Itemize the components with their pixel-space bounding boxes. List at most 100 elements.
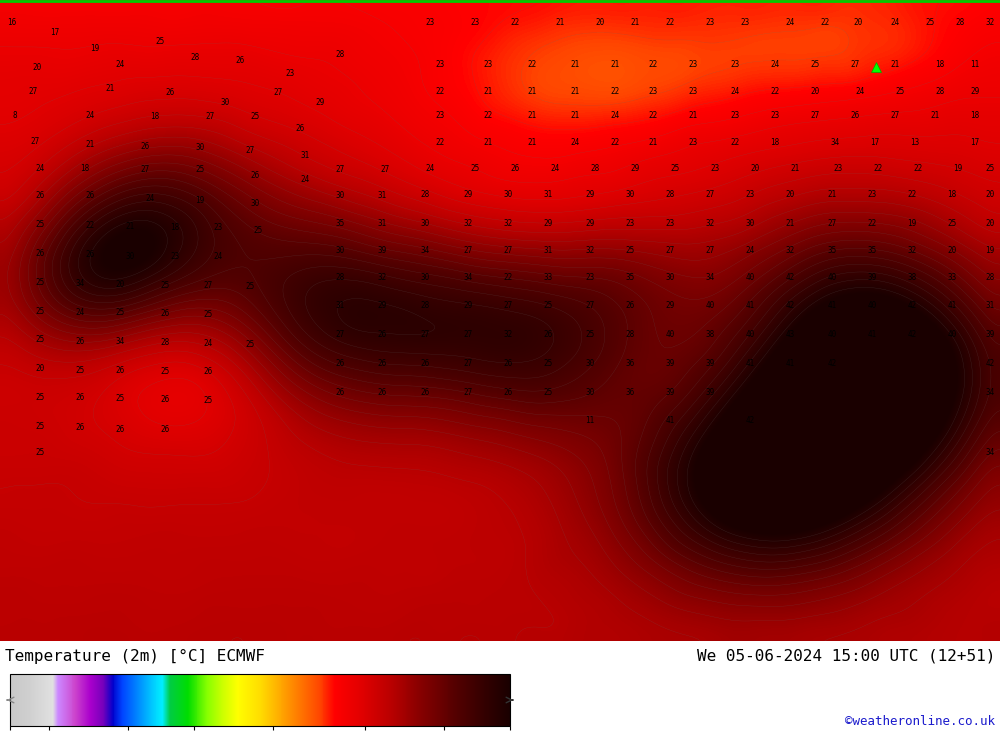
Text: 19: 19 [195, 196, 205, 205]
Text: 29: 29 [585, 190, 595, 199]
Text: 25: 25 [160, 366, 170, 376]
Text: 35: 35 [625, 273, 635, 282]
Text: 26: 26 [295, 124, 305, 133]
Text: 18: 18 [770, 138, 780, 147]
Text: 42: 42 [985, 359, 995, 368]
Text: 42: 42 [745, 416, 755, 424]
Text: 25: 25 [245, 340, 255, 349]
Text: 34: 34 [115, 337, 125, 347]
Text: Temperature (2m) [°C] ECMWF: Temperature (2m) [°C] ECMWF [5, 649, 265, 663]
Text: 43: 43 [785, 331, 795, 339]
Text: 25: 25 [35, 306, 45, 316]
Text: 25: 25 [35, 220, 45, 229]
Text: 41: 41 [745, 359, 755, 368]
Text: 26: 26 [250, 172, 260, 180]
Text: 22: 22 [527, 59, 537, 69]
Text: 24: 24 [770, 59, 780, 69]
Text: 22: 22 [610, 86, 620, 95]
Text: 39: 39 [985, 331, 995, 339]
Text: 29: 29 [630, 163, 640, 172]
Text: 42: 42 [827, 359, 837, 368]
Text: 17: 17 [870, 138, 880, 147]
Text: 21: 21 [483, 86, 493, 95]
Text: 21: 21 [688, 111, 698, 120]
Text: 26: 26 [420, 388, 430, 397]
Text: 30: 30 [503, 190, 513, 199]
Text: 21: 21 [555, 18, 565, 27]
Text: 24: 24 [610, 111, 620, 120]
Text: 31: 31 [377, 218, 387, 228]
Text: 20: 20 [985, 218, 995, 228]
Text: 27: 27 [463, 359, 473, 368]
Text: 27: 27 [203, 281, 213, 290]
Text: 25: 25 [947, 218, 957, 228]
Text: 21: 21 [570, 86, 580, 95]
Text: 26: 26 [115, 366, 125, 375]
Text: 24: 24 [550, 163, 560, 172]
Text: 26: 26 [160, 309, 170, 318]
Text: 25: 25 [75, 366, 85, 375]
Text: 28: 28 [160, 338, 170, 347]
Text: 29: 29 [377, 301, 387, 311]
Text: 21: 21 [930, 111, 940, 120]
Text: 24: 24 [730, 86, 740, 95]
Text: 21: 21 [610, 59, 620, 69]
Text: 25: 25 [585, 331, 595, 339]
Text: 11: 11 [970, 59, 980, 69]
Text: 20: 20 [853, 18, 863, 27]
Text: 25: 25 [203, 397, 213, 405]
Text: 28: 28 [935, 86, 945, 95]
Text: 39: 39 [377, 246, 387, 254]
Text: 25: 25 [925, 18, 935, 27]
Text: 39: 39 [665, 388, 675, 397]
Text: 33: 33 [543, 273, 553, 282]
Text: 27: 27 [463, 246, 473, 254]
Text: 21: 21 [527, 138, 537, 147]
Text: 26: 26 [377, 331, 387, 339]
Text: 20: 20 [985, 190, 995, 199]
Text: 27: 27 [810, 111, 820, 120]
Text: 24: 24 [35, 163, 45, 172]
Text: 32: 32 [585, 246, 595, 254]
Text: 40: 40 [705, 301, 715, 311]
Text: 25: 25 [115, 394, 125, 403]
Text: 28: 28 [335, 50, 345, 59]
Text: 26: 26 [140, 141, 150, 151]
Text: 30: 30 [665, 273, 675, 282]
Text: 23: 23 [730, 111, 740, 120]
Text: 34: 34 [420, 246, 430, 254]
Text: 23: 23 [625, 218, 635, 228]
Text: 24: 24 [425, 163, 435, 172]
Text: 27: 27 [28, 86, 38, 95]
Text: 22: 22 [483, 111, 493, 120]
Text: 41: 41 [665, 416, 675, 424]
Text: 23: 23 [740, 18, 750, 27]
Text: 28: 28 [420, 190, 430, 199]
Text: 22: 22 [648, 59, 658, 69]
Text: 20: 20 [595, 18, 605, 27]
Text: 23: 23 [745, 190, 755, 199]
Text: 26: 26 [503, 359, 513, 368]
Text: 41: 41 [867, 331, 877, 339]
Text: 27: 27 [705, 246, 715, 254]
Text: 23: 23 [833, 163, 843, 172]
Text: 41: 41 [745, 301, 755, 311]
Text: 40: 40 [947, 331, 957, 339]
Text: 26: 26 [85, 250, 95, 259]
Text: 40: 40 [665, 331, 675, 339]
Text: 30: 30 [585, 388, 595, 397]
Text: 26: 26 [503, 388, 513, 397]
Text: 26: 26 [115, 425, 125, 434]
Text: 21: 21 [527, 111, 537, 120]
Text: 26: 26 [35, 191, 45, 200]
Text: 40: 40 [827, 273, 837, 282]
Text: 25: 25 [625, 246, 635, 254]
Text: 30: 30 [335, 191, 345, 200]
Text: 18: 18 [947, 190, 957, 199]
Text: 24: 24 [890, 18, 900, 27]
Text: 26: 26 [377, 359, 387, 368]
Text: 40: 40 [827, 331, 837, 339]
Text: ©weatheronline.co.uk: ©weatheronline.co.uk [845, 715, 995, 729]
Text: 26: 26 [75, 423, 85, 432]
Text: 34: 34 [830, 138, 840, 147]
